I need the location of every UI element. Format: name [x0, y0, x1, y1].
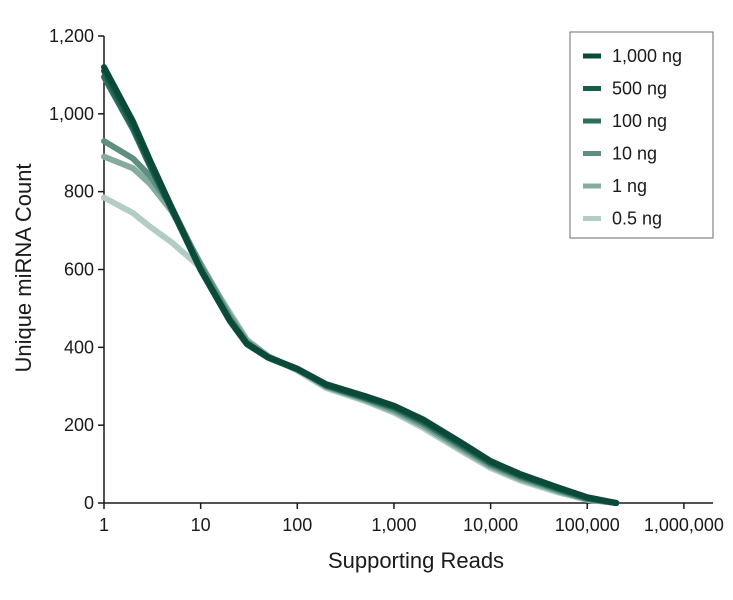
- series-line: [101, 194, 620, 506]
- x-tick-label: 10: [191, 515, 211, 535]
- x-axis-title: Supporting Reads: [328, 548, 504, 573]
- legend-box: [569, 31, 714, 239]
- legend-label: 500 ng: [612, 79, 667, 99]
- series-lines: [101, 64, 620, 506]
- series-line: [101, 153, 620, 506]
- axes: 0 200 400 600 800 1,000 1,200 1 10 100 1,000 10,000…: [49, 26, 724, 535]
- legend: 1,000 ng 500 ng 100 ng 10 ng 1 ng 0.5 ng: [569, 31, 714, 239]
- legend-label: 10 ng: [612, 144, 657, 164]
- series-line: [101, 73, 620, 506]
- legend-label: 1 ng: [612, 176, 647, 196]
- legend-label: 1,000 ng: [612, 46, 682, 66]
- x-tick-label: 1: [99, 515, 109, 535]
- x-tick-label: 1,000: [371, 515, 416, 535]
- y-tick-label: 800: [64, 182, 94, 202]
- series-line: [101, 138, 620, 506]
- legend-label: 100 ng: [612, 111, 667, 131]
- x-tick-label: 100,000: [555, 515, 620, 535]
- x-tick-label: 10,000: [463, 515, 518, 535]
- y-tick-label: 400: [64, 337, 94, 357]
- y-tick-label: 1,000: [49, 104, 94, 124]
- y-tick-label: 1,200: [49, 26, 94, 46]
- series-line: [101, 64, 620, 506]
- series-line: [101, 68, 620, 506]
- y-tick-label: 200: [64, 415, 94, 435]
- y-axis-title: Unique miRNA Count: [11, 163, 36, 372]
- x-tick-label: 100: [282, 515, 312, 535]
- y-tick-label: 600: [64, 260, 94, 280]
- x-tick-label: 1,000,000: [644, 515, 724, 535]
- legend-label: 0.5 ng: [612, 209, 662, 229]
- y-tick-label: 0: [84, 493, 94, 513]
